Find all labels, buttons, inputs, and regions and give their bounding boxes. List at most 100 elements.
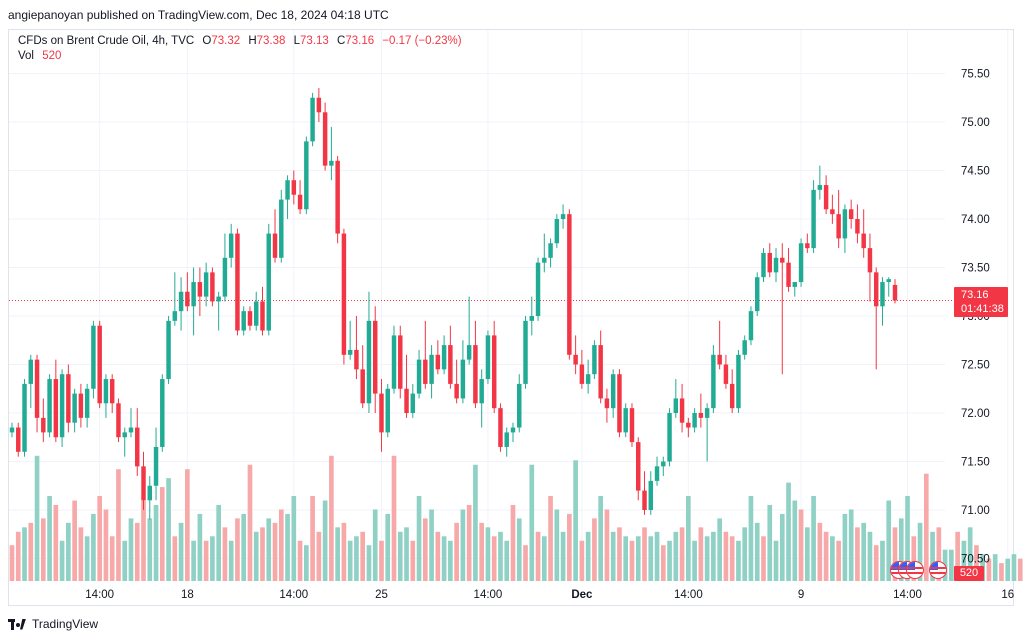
volume-tag: 520 <box>954 566 984 581</box>
volume-bar <box>72 500 77 581</box>
volume-bar <box>40 518 46 581</box>
volume-bar <box>723 531 729 581</box>
candle-body <box>241 311 246 331</box>
candle-body <box>322 112 328 166</box>
candle-body <box>329 160 334 166</box>
candle-body <box>160 379 165 447</box>
volume-bar <box>385 513 391 581</box>
candle-body <box>279 199 284 258</box>
volume-bar <box>629 540 635 581</box>
candle-body <box>717 354 722 365</box>
volume-bar <box>692 540 697 581</box>
candle-body <box>604 398 610 409</box>
candle-body <box>141 466 146 501</box>
candle-body <box>861 233 866 249</box>
candle-body <box>504 432 509 447</box>
candle-body <box>529 316 535 321</box>
volume-bar <box>441 536 447 581</box>
tradingview-logo[interactable]: TradingView <box>8 617 98 631</box>
volume-bar <box>967 527 973 581</box>
volume-bar <box>429 509 434 581</box>
candle-body <box>441 345 447 370</box>
volume-bar <box>898 518 904 581</box>
volume-bar <box>604 509 610 581</box>
y-tick-label: 70.50 <box>961 554 990 566</box>
volume-bar <box>278 509 284 581</box>
flag-icon[interactable] <box>906 561 924 579</box>
volume-bar <box>648 536 654 581</box>
volume-bar <box>667 540 672 581</box>
close-label: C <box>337 35 346 47</box>
chart-frame[interactable] <box>8 29 1014 606</box>
volume-bar <box>767 504 773 581</box>
volume-bar <box>598 496 603 581</box>
candle-body <box>166 320 171 380</box>
candle-body <box>848 209 854 219</box>
volume-row: Vol 520 <box>18 49 462 64</box>
volume-bar <box>779 513 785 581</box>
bar-countdown: 01:41:38 <box>961 303 1004 315</box>
low-label: L <box>293 35 301 47</box>
candle-body <box>235 233 240 331</box>
candle-body <box>761 252 766 278</box>
candle-body <box>510 427 516 433</box>
candle-body <box>260 301 265 331</box>
volume-bar <box>811 496 816 581</box>
volume-bar <box>260 527 265 581</box>
candle-body <box>642 490 647 510</box>
candle-body <box>679 398 685 423</box>
volume-bar <box>923 473 929 581</box>
candle-body <box>310 97 315 142</box>
volume-bar <box>836 540 841 581</box>
candle-body <box>873 272 879 307</box>
x-tick-label: 14:00 <box>674 589 703 601</box>
candle-body <box>886 279 891 283</box>
candle-body <box>285 180 290 200</box>
volume-bar <box>579 540 585 581</box>
volume-bar <box>886 500 892 581</box>
y-tick-label: 71.50 <box>961 457 990 469</box>
x-tick-label: 14:00 <box>893 589 922 601</box>
candle-body <box>654 466 660 481</box>
x-tick-label: 14:00 <box>85 589 114 601</box>
volume-bar <box>955 531 960 581</box>
volume-bar <box>103 509 109 581</box>
last-price-value: 73.16 <box>961 289 989 301</box>
volume-bar <box>416 496 422 581</box>
candle-body <box>366 320 372 404</box>
volume-bar <box>322 500 328 581</box>
volume-bar <box>855 527 860 581</box>
volume-bar <box>773 540 779 581</box>
volume-bar <box>498 531 503 581</box>
volume-bar <box>84 536 90 581</box>
candle-body <box>479 379 484 404</box>
candle-body <box>517 383 522 428</box>
volume-bar <box>842 513 848 581</box>
candle-body <box>341 233 347 355</box>
symbol-label[interactable]: CFDs on Brent Crude Oil, 4h, TVC <box>18 35 195 47</box>
x-tick-label: Dec <box>571 589 593 601</box>
last-price-tag: 73.16 01:41:38 <box>954 287 1008 317</box>
volume-bar <box>316 531 322 581</box>
flag-icon[interactable] <box>929 561 947 579</box>
volume-bar <box>792 500 798 581</box>
volume-bar <box>742 527 748 581</box>
volume-bar <box>141 500 146 581</box>
candle-body <box>109 379 115 404</box>
candle-body <box>22 383 27 452</box>
volume-bar <box>166 478 171 581</box>
volume-bar <box>285 513 290 581</box>
y-tick-label: 73.50 <box>961 263 990 275</box>
volume-value: 520 <box>42 50 62 62</box>
volume-bar <box>873 545 879 581</box>
candle-body <box>573 354 578 365</box>
candle-body <box>335 160 340 234</box>
candle-body <box>855 219 860 234</box>
volume-bar <box>974 545 979 581</box>
candle-body <box>59 374 65 438</box>
candle-body <box>47 379 52 433</box>
candle-body <box>623 408 628 433</box>
candle-body <box>116 403 121 438</box>
candle-body <box>291 180 297 195</box>
